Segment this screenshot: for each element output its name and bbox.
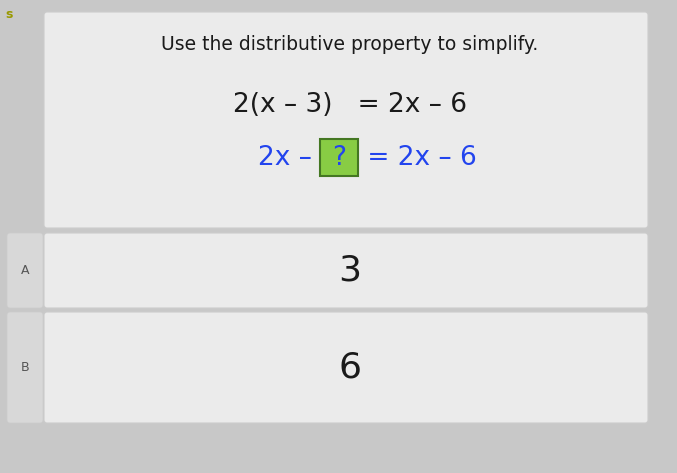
Text: 6: 6 [338,350,362,385]
FancyBboxPatch shape [44,233,648,308]
Text: B: B [21,361,29,374]
Text: s: s [5,8,12,21]
FancyBboxPatch shape [7,312,43,423]
FancyBboxPatch shape [44,12,648,228]
Text: 2x –: 2x – [258,145,320,171]
Text: 2(x – 3)   = 2x – 6: 2(x – 3) = 2x – 6 [233,92,467,118]
Text: Use the distributive property to simplify.: Use the distributive property to simplif… [161,35,539,54]
Text: = 2x – 6: = 2x – 6 [359,145,477,171]
Text: ?: ? [332,145,346,171]
FancyBboxPatch shape [7,233,43,308]
Text: A: A [21,264,29,277]
FancyBboxPatch shape [44,312,648,423]
Text: 3: 3 [338,254,362,288]
FancyBboxPatch shape [320,139,358,176]
